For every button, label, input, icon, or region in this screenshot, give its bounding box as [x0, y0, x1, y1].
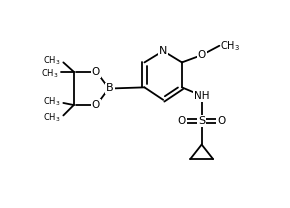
Text: O: O [178, 116, 186, 126]
Text: N: N [159, 46, 167, 56]
Text: CH$_3$: CH$_3$ [43, 111, 60, 124]
Text: CH$_3$: CH$_3$ [43, 54, 60, 67]
Text: S: S [198, 116, 205, 126]
Text: CH$_3$: CH$_3$ [41, 68, 58, 80]
Text: NH: NH [194, 91, 209, 101]
Text: O: O [197, 50, 206, 60]
Text: CH$_3$: CH$_3$ [220, 39, 240, 53]
Text: O: O [91, 67, 100, 77]
Text: O: O [91, 100, 100, 110]
Text: O: O [217, 116, 226, 126]
Text: B: B [106, 83, 114, 93]
Text: CH$_3$: CH$_3$ [43, 96, 60, 108]
